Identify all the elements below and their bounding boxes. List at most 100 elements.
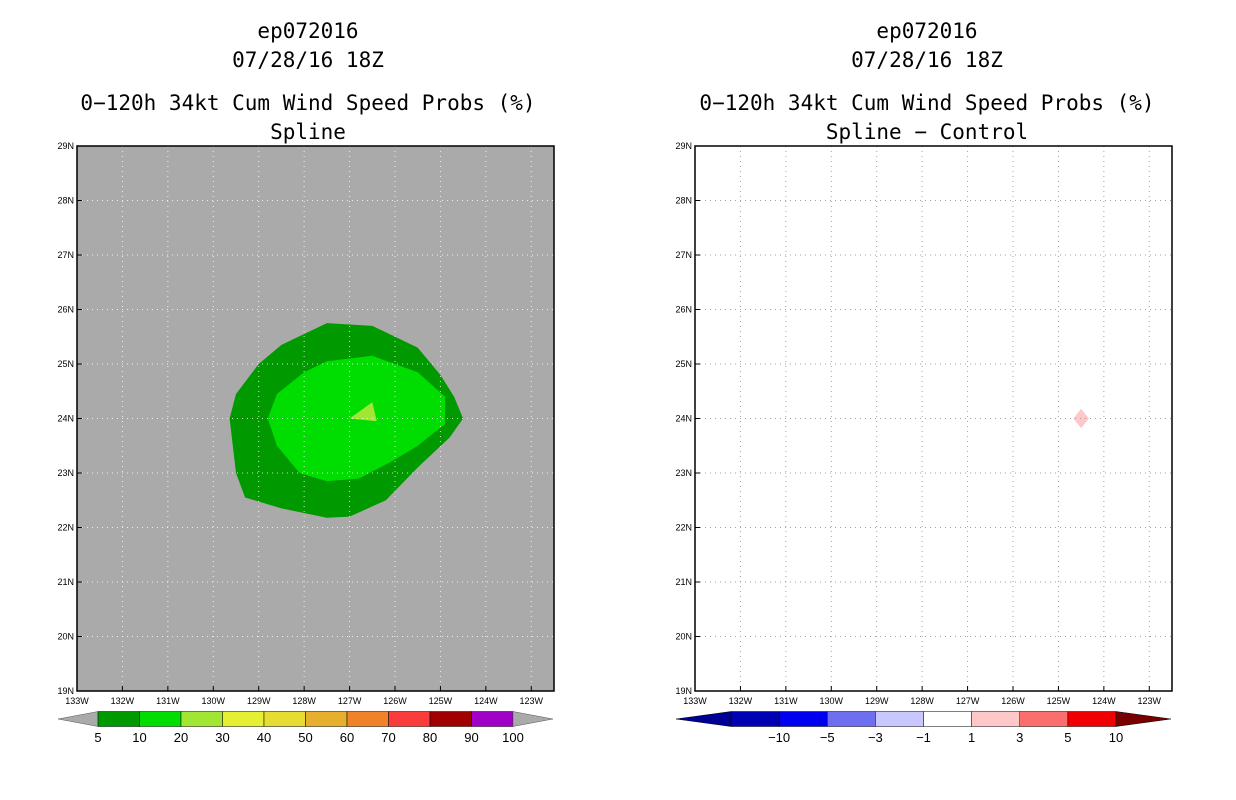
right-x-tick-label: 129W [865, 696, 889, 706]
right-legend-label: −3 [868, 730, 883, 745]
right-legend-label: −10 [768, 730, 790, 745]
right-subtitle: 0−120h 34kt Cum Wind Speed Probs (%) Spl… [677, 89, 1177, 147]
right-x-tick-label: 124W [1092, 696, 1116, 706]
right-legend-swatch [827, 711, 876, 727]
right-legend-swatch [1019, 711, 1069, 727]
right-x-tick-label: 133W [683, 696, 707, 706]
right-legend-swatch [875, 711, 924, 727]
right-x-tick-label: 127W [956, 696, 980, 706]
right-legend-swatch [730, 711, 780, 727]
right-y-tick-label: 29N [675, 141, 692, 151]
left-y-tick-label: 22N [57, 523, 74, 533]
left-legend-end-right [512, 711, 554, 727]
left-title: ep072016 07/28/16 18Z [78, 17, 538, 75]
right-legend-label: −5 [820, 730, 835, 745]
left-legend-label: 20 [174, 730, 188, 745]
right-y-tick-label: 20N [675, 632, 692, 642]
left-subtitle: 0−120h 34kt Cum Wind Speed Probs (%) Spl… [58, 89, 558, 147]
left-y-tick-label: 25N [57, 359, 74, 369]
left-y-tick-label: 21N [57, 577, 74, 587]
right-map: 133W 132W 131W 130W 129W 128W 127W 126W 125W 124W… [675, 141, 1173, 706]
right-legend-swatch [778, 711, 828, 727]
left-y-tick-label: 24N [57, 414, 74, 424]
right-y-tick-label: 27N [675, 250, 692, 260]
left-x-tick-label: 128W [292, 696, 316, 706]
left-x-tick-label: 123W [520, 696, 544, 706]
left-legend-label: 40 [257, 730, 271, 745]
right-x-tick-label: 131W [774, 696, 798, 706]
left-contour-20-30 [349, 402, 377, 422]
left-y-tick-label: 27N [57, 250, 74, 260]
left-legend-swatch [222, 711, 265, 727]
left-y-tick-label: 19N [57, 686, 74, 696]
right-y-tick-label: 24N [675, 414, 692, 424]
right-x-tick-label: 130W [820, 696, 844, 706]
left-legend-end-left [57, 711, 99, 727]
left-legend-label: 60 [340, 730, 354, 745]
left-y-tick-label: 26N [57, 305, 74, 315]
right-y-tick-label: 19N [675, 686, 692, 696]
left-subtitle-line-2: Spline [270, 120, 346, 144]
right-subtitle-line-2: Spline − Control [825, 120, 1029, 144]
left-legend-swatch [346, 711, 389, 727]
left-legend-label: 30 [215, 730, 229, 745]
left-legend-label: 70 [381, 730, 395, 745]
right-x-tick-label: 128W [910, 696, 934, 706]
right-map-background [695, 146, 1172, 691]
right-y-tick-label: 23N [675, 468, 692, 478]
left-map: 133W 132W 131W 130W 129W 128W 127W 126W 125W 124W… [57, 141, 555, 706]
left-x-tick-label: 125W [429, 696, 453, 706]
left-x-tick-label: 133W [65, 696, 89, 706]
left-title-line-1: ep072016 [257, 19, 359, 43]
left-y-tick-label: 28N [57, 196, 74, 206]
right-x-tick-label: 125W [1047, 696, 1071, 706]
right-legend-label: −1 [916, 730, 931, 745]
left-legend-swatch [388, 711, 431, 727]
right-title: ep072016 07/28/16 18Z [697, 17, 1157, 75]
right-y-tick-label: 25N [675, 359, 692, 369]
left-x-tick-label: 124W [474, 696, 498, 706]
left-legend-label: 5 [94, 730, 101, 745]
right-legend-label: 5 [1064, 730, 1071, 745]
right-x-tick-label: 126W [1001, 696, 1025, 706]
left-legend-swatch [429, 711, 472, 727]
right-legend-label: 10 [1109, 730, 1123, 745]
left-x-tick-label: 127W [338, 696, 362, 706]
left-legend-label: 80 [423, 730, 437, 745]
left-legend-swatch [139, 711, 182, 727]
left-legend-swatch [263, 711, 306, 727]
right-legend-end-right [1115, 711, 1172, 727]
right-y-tick-label: 22N [675, 523, 692, 533]
right-legend-end-left [675, 711, 732, 727]
left-legend-label: 90 [464, 730, 478, 745]
left-title-line-2: 07/28/16 18Z [232, 48, 384, 72]
left-legend-swatch [471, 711, 514, 727]
right-y-tick-label: 28N [675, 196, 692, 206]
right-contour-1-3 [1073, 408, 1089, 429]
left-x-tick-label: 132W [111, 696, 135, 706]
right-y-tick-label: 21N [675, 577, 692, 587]
left-legend-swatch [180, 711, 223, 727]
left-x-tick-label: 129W [247, 696, 271, 706]
right-x-tick-label: 132W [729, 696, 753, 706]
right-subtitle-line-1: 0−120h 34kt Cum Wind Speed Probs (%) [699, 91, 1155, 115]
left-y-tick-label: 20N [57, 632, 74, 642]
left-x-tick-label: 130W [202, 696, 226, 706]
right-y-tick-label: 26N [675, 305, 692, 315]
right-title-line-1: ep072016 [876, 19, 978, 43]
left-legend-swatch [305, 711, 348, 727]
right-legend-swatch [923, 711, 972, 727]
left-legend-label: 50 [298, 730, 312, 745]
right-legend-label: 3 [1016, 730, 1023, 745]
left-y-tick-label: 29N [57, 141, 74, 151]
left-legend: 5 10 20 30 40 50 60 70 80 90 100 [57, 711, 554, 745]
left-x-tick-label: 131W [156, 696, 180, 706]
left-y-tick-label: 23N [57, 468, 74, 478]
left-x-tick-label: 126W [383, 696, 407, 706]
right-legend-label: 1 [968, 730, 975, 745]
left-legend-label: 100 [502, 730, 524, 745]
right-legend: −10 −5 −3 −1 1 3 5 10 [675, 711, 1172, 745]
right-title-line-2: 07/28/16 18Z [851, 48, 1003, 72]
left-legend-label: 10 [132, 730, 146, 745]
